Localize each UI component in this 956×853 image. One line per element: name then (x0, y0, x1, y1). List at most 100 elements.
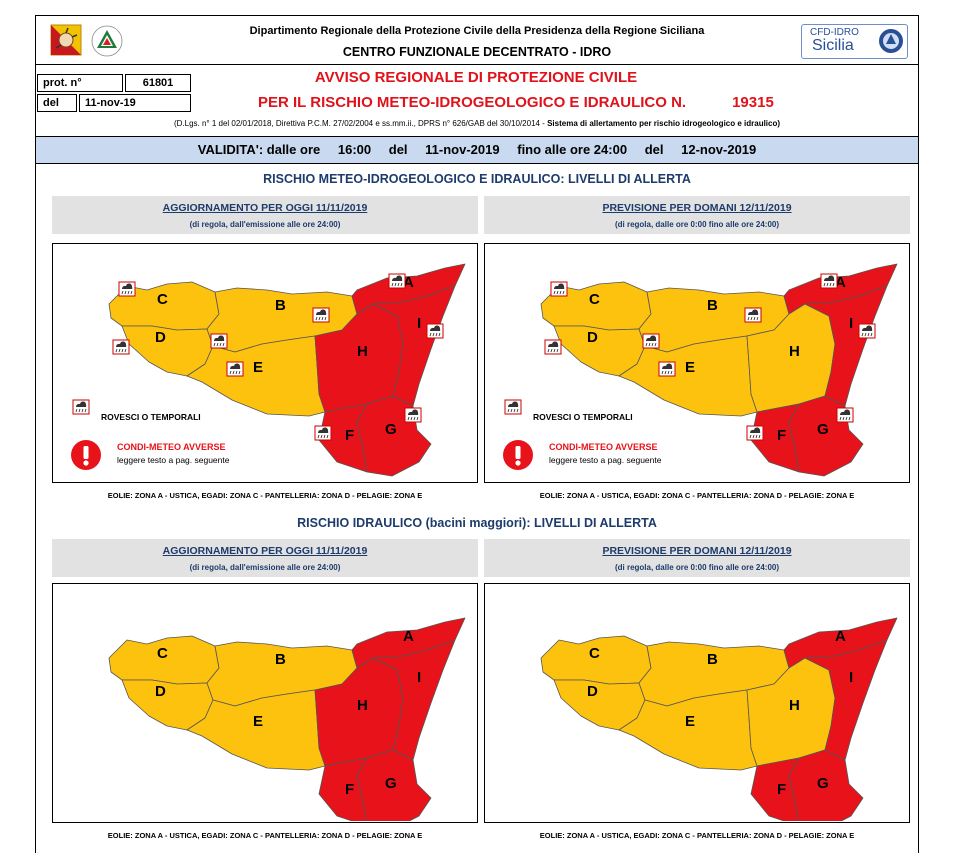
rain-storm-icon (314, 425, 332, 441)
rain-storm-icon-rain (213, 342, 225, 347)
department-title: Dipartimento Regionale della Protezione … (249, 25, 705, 37)
zone-label-h: H (789, 343, 800, 360)
warning-dot (83, 460, 89, 466)
rain-storm-icon (746, 425, 764, 441)
zone-g (788, 749, 864, 821)
warning-bar (515, 446, 521, 459)
notice-number: 19315 (732, 94, 774, 111)
map-meteo-today: A B C D E F G H I ROVESCI O TEMPORALI CONDI-METEO … (52, 243, 478, 483)
zone-label-b: B (707, 297, 718, 314)
prot-value: 61801 (125, 74, 191, 92)
islands-note-hydro-today: EOLIE: ZONA A - USTICA, EGADI: ZONA C - … (107, 831, 423, 840)
rain-storm-icon-rain (507, 408, 519, 413)
rain-storm-icon (312, 307, 330, 323)
sicily-map: A B C D E F G H I (108, 617, 466, 821)
zone-g (356, 749, 432, 821)
legend-storms: ROVESCI O TEMPORALI (101, 412, 201, 422)
protezione-civile-logo-icon (91, 25, 123, 57)
notice-subtitle-text: PER IL RISCHIO METEO-IDROGEOLOGICO E IDR… (258, 94, 687, 111)
panel-today-sub: (di regola, dall'emissione alle ore 24:0… (189, 220, 341, 229)
rain-storm-icon-cloud (645, 335, 657, 341)
zone-label-c: C (589, 645, 600, 662)
zone-label-h: H (357, 343, 368, 360)
rain-storm-icon (744, 307, 762, 323)
sicily-map: A B C D E F G H I (108, 263, 466, 477)
rain-storm-icon-rain (661, 370, 673, 375)
rain-storm-icon-cloud (547, 341, 559, 347)
warning-dot (515, 460, 521, 466)
map-meteo-tomorrow: A B C D E F G H I ROVESCI O TEMPORALI CONDI-METEO … (484, 243, 910, 483)
rain-storm-icon (118, 281, 136, 297)
rain-storm-icon-rain (553, 290, 565, 295)
rain-storm-icon (112, 339, 130, 355)
rain-storm-icon-rain (429, 332, 441, 337)
zone-label-g: G (385, 775, 397, 792)
rain-storm-icon-cloud (213, 335, 225, 341)
rain-storm-icon-rain (315, 316, 327, 321)
zone-label-i: I (849, 315, 853, 332)
panel-tomorrow-title: PREVISIONE PER DOMANI 12/11/2019 (602, 202, 792, 214)
rain-storm-icon (226, 361, 244, 377)
rain-storm-icon (858, 323, 876, 339)
validity-del1: del (388, 142, 408, 157)
rain-storm-icon (642, 333, 660, 349)
legend-see-text: leggere testo a pag. seguente (549, 455, 662, 465)
panel-header-hydro-tomorrow: PREVISIONE PER DOMANI 12/11/2019 (di reg… (484, 539, 910, 577)
validity-until: fino alle ore 24:00 (517, 142, 628, 157)
rain-storm-icon (210, 333, 228, 349)
sicily-map-svg: A B C D E F G H I (540, 617, 898, 821)
warning-exclamation-icon (503, 440, 533, 470)
panel-header-tomorrow: PREVISIONE PER DOMANI 12/11/2019 (di reg… (484, 196, 910, 234)
legend-see-text: leggere testo a pag. seguente (117, 455, 230, 465)
rain-storm-icon-rain (839, 416, 851, 421)
sicily-map: A B C D E F G H I (540, 617, 898, 821)
rain-storm-icon (72, 399, 90, 415)
zone-label-g: G (385, 421, 397, 438)
rain-storm-icon (426, 323, 444, 339)
rain-storm-icon-rain (749, 434, 761, 439)
sicily-coat-of-arms-icon (50, 24, 82, 56)
sicily-map-svg: A B C D E F G H I ROVESCI O TEMPORALI CONDI-METEO … (503, 263, 898, 477)
sicily-map-svg: A B C D E F G H I ROVESCI O TEMPORALI CONDI-METEO … (71, 263, 466, 477)
zone-label-b: B (275, 297, 286, 314)
zone-label-b: B (275, 651, 286, 668)
section-meteo-title: RISCHIO METEO-IDROGEOLOGICO E IDRAULICO:… (263, 172, 691, 186)
rain-storm-icon (820, 273, 838, 289)
rain-storm-icon-rain (861, 332, 873, 337)
rain-storm-icon-rain (747, 316, 759, 321)
rain-storm-icon-cloud (429, 325, 441, 331)
legend-adverse: CONDI-METEO AVVERSE (549, 442, 658, 452)
rain-storm-icon (658, 361, 676, 377)
rain-storm-icon-rain (645, 342, 657, 347)
zone-label-d: D (587, 329, 598, 346)
zone-i (804, 285, 888, 407)
validity-del2: del (644, 142, 664, 157)
rain-storm-icon-rain (75, 408, 87, 413)
validity-to-date: 12-nov-2019 (681, 142, 757, 157)
rain-storm-icon-cloud (823, 275, 835, 281)
rain-storm-icon-cloud (115, 341, 127, 347)
del-label: del (37, 94, 77, 112)
zone-label-b: B (707, 651, 718, 668)
notice-subtitle: PER IL RISCHIO METEO-IDROGEOLOGICO E IDR… (258, 94, 774, 111)
rain-storm-icon-cloud (553, 283, 565, 289)
rain-storm-icon-cloud (121, 283, 133, 289)
zone-label-a: A (403, 628, 414, 645)
legal-reference: (D.Lgs. n° 1 del 02/01/2018, Direttiva P… (36, 119, 918, 128)
rain-storm-icon-cloud (391, 275, 403, 281)
alert-document: Dipartimento Regionale della Protezione … (35, 15, 919, 853)
sicily-map: A B C D E F G H I (540, 263, 898, 477)
rain-storm-icon-rain (121, 290, 133, 295)
zone-label-a: A (835, 628, 846, 645)
panel-hydro-tomorrow-sub: (di regola, dalle ore 0:00 fino alle ore… (614, 563, 780, 572)
rain-storm-icon-cloud (315, 309, 327, 315)
zone-label-a: A (835, 274, 846, 291)
cfd-emblem-icon (879, 29, 903, 53)
del-value: 11-nov-19 (79, 94, 191, 112)
warning-bar (83, 446, 89, 459)
rain-storm-icon-cloud (75, 401, 87, 407)
zone-label-e: E (685, 359, 695, 376)
zone-label-f: F (777, 781, 786, 798)
islands-note-meteo-today: EOLIE: ZONA A - USTICA, EGADI: ZONA C - … (107, 491, 423, 500)
zone-label-f: F (345, 781, 354, 798)
